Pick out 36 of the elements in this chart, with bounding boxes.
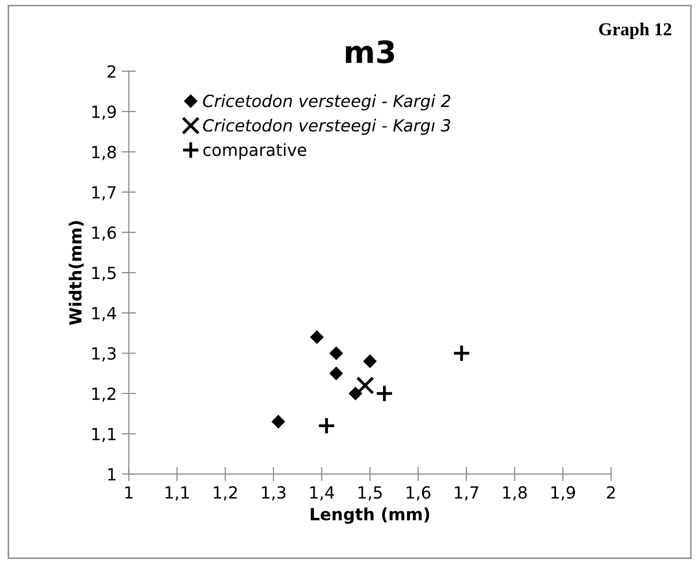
y-tick-label: 1,9: [92, 105, 116, 120]
x-tick-label: 1,6: [406, 486, 430, 500]
x-tick-label: 1,5: [358, 486, 382, 500]
legend-label: Cricetodon versteegi - Kargı 3: [203, 118, 450, 135]
y-axis-title: Width(mm): [68, 221, 84, 326]
x-tick-label: 1,4: [310, 486, 334, 500]
point: [363, 354, 377, 368]
y-tick-label: 2: [108, 65, 116, 78]
y-tick-label: 1,8: [92, 146, 116, 160]
legend-label: comparative: [203, 143, 306, 160]
point: [452, 344, 471, 362]
x-tick-label: 1,2: [214, 486, 237, 500]
x-tick-label: 1,8: [503, 486, 527, 500]
x-tick-label: 1,1: [166, 486, 189, 500]
point: [310, 330, 324, 344]
x-tick-label: 2: [607, 486, 615, 499]
y-tick-label: 1,7: [92, 186, 116, 200]
caption: Graph 12: [599, 22, 672, 40]
y-tick-label: 1,4: [92, 307, 116, 322]
y-tick-label: 1,2: [92, 387, 116, 402]
y-tick-label: 1,5: [92, 266, 116, 281]
y-tick-label: 1,6: [92, 226, 116, 241]
y-tick-label: 1,3: [92, 347, 116, 362]
legend-label: Cricetodon versteegi - Kargi 2: [203, 94, 450, 110]
x-tick-label: 1: [125, 486, 133, 499]
x-tick-label: 1,3: [262, 486, 286, 500]
x-tick-label: 1,7: [454, 486, 478, 500]
chart-title: m3: [346, 40, 394, 64]
x-axis-title: Length (mm): [310, 508, 430, 524]
y-tick-label: 1,1: [92, 428, 116, 442]
point: [318, 416, 336, 435]
point: [272, 415, 285, 428]
x-tick-label: 1,9: [551, 486, 575, 500]
point: [330, 346, 343, 360]
y-tick-label: 1: [108, 468, 116, 480]
point: [330, 366, 343, 380]
